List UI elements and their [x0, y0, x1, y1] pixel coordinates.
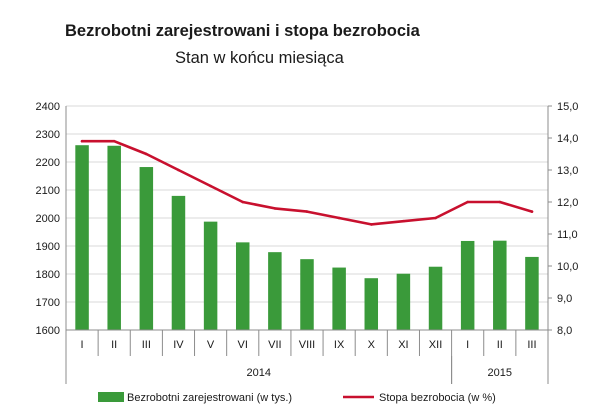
x-tick-label: V — [207, 339, 215, 351]
bar — [75, 145, 89, 330]
year-group-label: 2014 — [247, 367, 271, 379]
x-tick-label: VII — [268, 339, 281, 351]
x-tick-label: VIII — [299, 339, 316, 351]
y-right-tick-label: 14,0 — [557, 133, 578, 145]
x-tick-label: II — [497, 339, 503, 351]
line-point — [434, 216, 437, 220]
bar — [525, 256, 539, 330]
year-group-label: 2015 — [488, 367, 512, 379]
y-right-tick-label: 13,0 — [557, 165, 578, 177]
bar — [396, 273, 411, 330]
line-series — [80, 139, 534, 226]
y-right-tick-label: 9,0 — [557, 293, 572, 305]
bar — [332, 267, 346, 330]
legend-line-label: Stopa bezrobocia (w %) — [379, 392, 496, 404]
line-point — [498, 200, 502, 204]
x-tick-label: III — [142, 339, 151, 351]
bar — [139, 167, 154, 330]
line-point — [112, 139, 116, 143]
axes — [65, 105, 552, 384]
x-tick-label: VI — [238, 339, 248, 351]
bar-series — [75, 145, 539, 330]
x-tick-label: XI — [398, 339, 408, 351]
y-right-tick-label: 8,0 — [557, 325, 572, 337]
y-right-tick-label: 12,0 — [557, 197, 578, 209]
y-left-tick-label: 2000 — [36, 213, 60, 225]
x-tick-label: XII — [429, 339, 442, 351]
x-tick-label: IV — [173, 339, 184, 351]
x-tick-label: I — [81, 339, 84, 351]
line-point — [466, 200, 469, 204]
bar — [428, 266, 443, 330]
y-left-tick-label: 1700 — [36, 297, 60, 309]
x-tick-label: III — [527, 339, 536, 351]
line-point — [273, 207, 277, 210]
y-left-tick-label: 1800 — [36, 269, 60, 281]
y-left-tick-label: 2200 — [36, 157, 60, 169]
bar — [300, 259, 314, 330]
y-right-tick-label: 10,0 — [557, 261, 578, 273]
line-point — [402, 219, 405, 223]
tick-labels: 1600 1700 1800 1900 2000 2100 2200 2300 2400 8,0 9… — [36, 101, 579, 379]
bar — [493, 240, 507, 330]
legend-bar-label: Bezrobotni zarejestrowani (w tys.) — [127, 392, 292, 404]
line-point — [80, 139, 84, 143]
x-tick-label: II — [111, 339, 117, 351]
x-tick-label: X — [368, 339, 376, 351]
bar — [364, 278, 379, 330]
line-point — [241, 200, 245, 204]
bar — [235, 242, 250, 330]
line-point — [530, 210, 534, 213]
chart-title: Bezrobotni zarejestrowani i stopa bezrob… — [65, 22, 421, 40]
bar — [268, 252, 282, 330]
y-left-tick-label: 2100 — [36, 185, 60, 197]
bar — [460, 240, 475, 330]
bar — [171, 195, 186, 330]
line-point — [209, 184, 212, 188]
chart-subtitle: Stan w końcu miesiąca — [175, 49, 345, 67]
line-point — [145, 152, 148, 156]
legend: Bezrobotni zarejestrowani (w tys.) Stopa … — [98, 392, 496, 404]
line-point — [369, 223, 373, 226]
y-left-tick-label: 1600 — [36, 325, 60, 337]
y-left-tick-label: 2300 — [36, 129, 60, 141]
y-left-tick-label: 1900 — [36, 241, 60, 253]
bar — [107, 145, 121, 330]
line-point — [305, 210, 309, 213]
x-tick-label: I — [466, 339, 469, 351]
x-tick-label: IX — [334, 339, 345, 351]
bar — [203, 221, 218, 330]
y-left-tick-label: 2400 — [36, 101, 60, 113]
line-point — [337, 216, 341, 220]
y-right-tick-label: 15,0 — [557, 101, 578, 113]
line-point — [177, 168, 180, 172]
legend-bar-swatch — [98, 392, 124, 402]
y-right-tick-label: 11,0 — [557, 229, 578, 241]
